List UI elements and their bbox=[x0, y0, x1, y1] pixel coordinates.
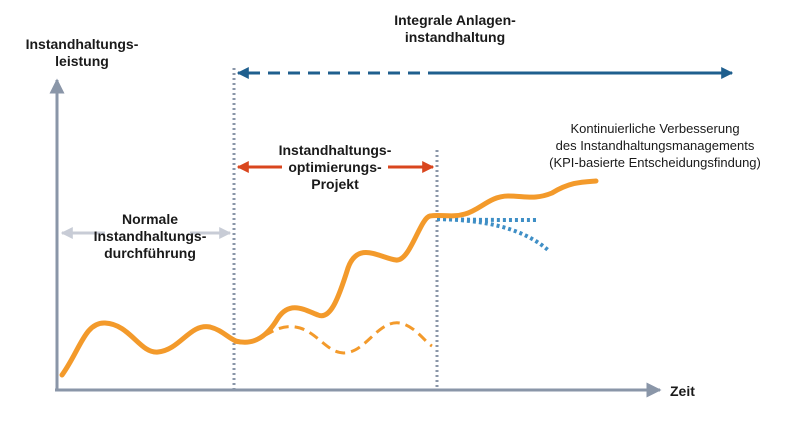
improvement-label: Kontinuierliche Verbesserung des Instand… bbox=[520, 120, 790, 171]
improvement-label-line2: des Instandhaltungsmanagements bbox=[555, 138, 755, 153]
project-label-line3: Projekt bbox=[311, 176, 359, 192]
normal-label-line3: durchführung bbox=[104, 245, 196, 261]
project-label-line1: Instandhaltungs- bbox=[278, 142, 392, 158]
improvement-label-line3: (KPI-basierte Entscheidungsfindung) bbox=[549, 155, 761, 170]
normal-label: Normale Instandhaltungs- durchführung bbox=[80, 211, 220, 262]
improvement-label-line1: Kontinuierliche Verbesserung bbox=[570, 121, 740, 136]
y-axis-label-line2: leistung bbox=[55, 53, 109, 69]
project-label-line2: optimierungs- bbox=[288, 159, 382, 175]
project-label: Instandhaltungs- optimierungs- Projekt bbox=[270, 142, 400, 193]
dotted-branch-decline bbox=[436, 217, 550, 252]
integral-label-line2: instandhaltung bbox=[404, 29, 506, 45]
normal-label-line1: Normale bbox=[121, 211, 179, 227]
dotted-branch-flat bbox=[436, 217, 537, 222]
y-axis-label-line1: Instandhaltungs- bbox=[25, 36, 139, 52]
integral-label: Integrale Anlagen- instandhaltung bbox=[380, 12, 530, 46]
performance-curve bbox=[59, 178, 599, 378]
y-axis-label: Instandhaltungs- leistung bbox=[12, 36, 152, 70]
baseline-dashed-curve bbox=[233, 321, 433, 355]
x-axis-label: Zeit bbox=[670, 383, 695, 399]
integral-label-line1: Integrale Anlagen- bbox=[394, 12, 516, 28]
normal-label-line2: Instandhaltungs- bbox=[93, 228, 207, 244]
